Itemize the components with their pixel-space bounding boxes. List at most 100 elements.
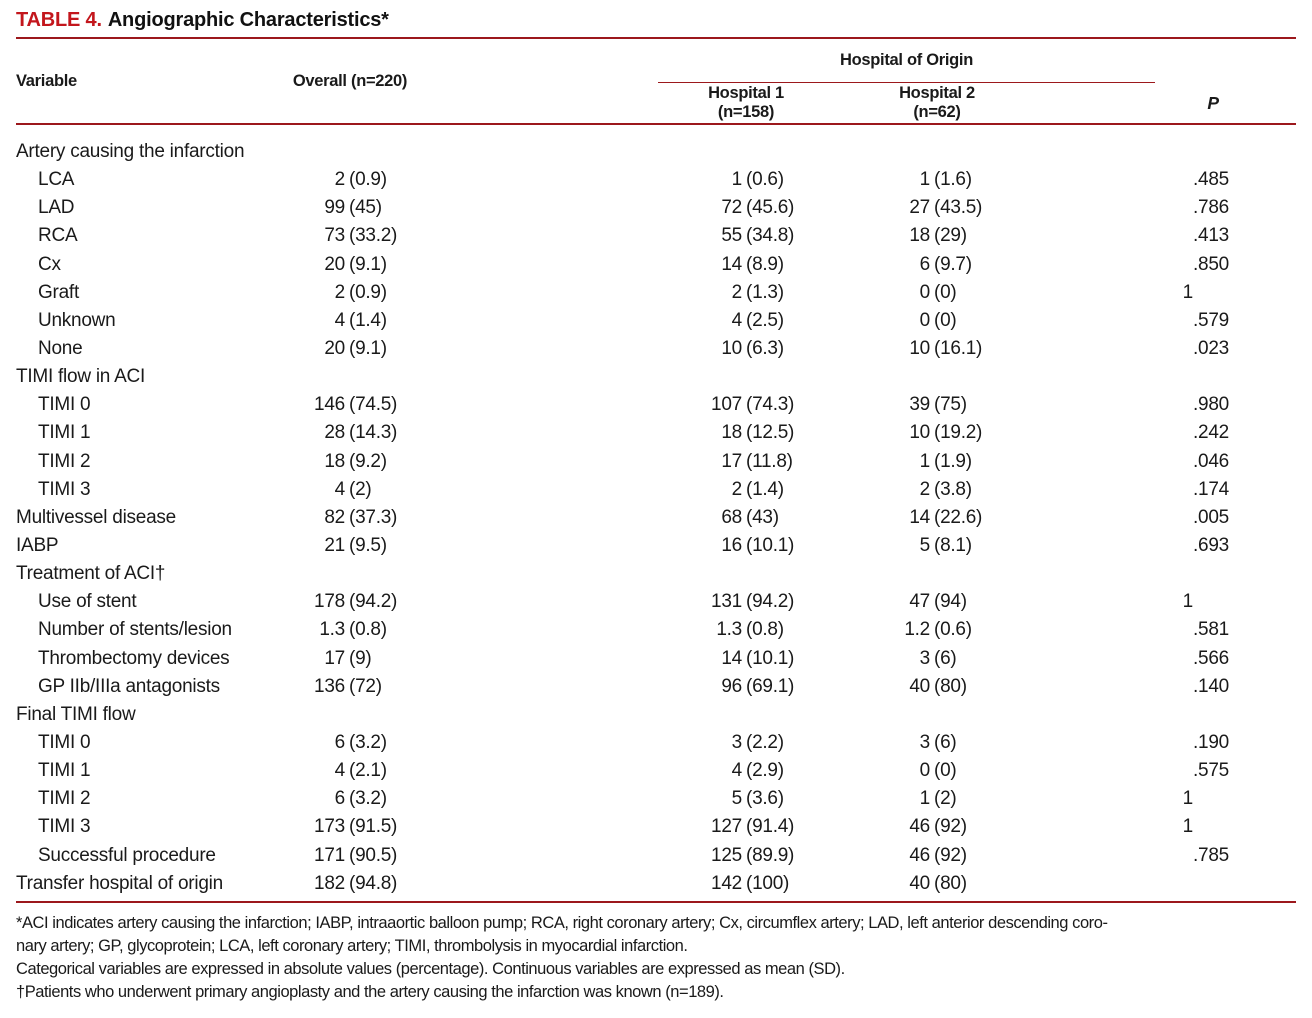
p-integer-part (1153, 451, 1193, 473)
value-percent: (14.3) (349, 422, 398, 444)
p-fraction-part: .005 (1193, 506, 1229, 528)
value-percent: (0.8) (746, 619, 784, 641)
table-row: Thrombectomy devices 17 (9) 14 (10.1) 3 (6)… (16, 645, 1296, 673)
value-count: 55 (721, 225, 742, 247)
cell-p-value: .140 (1153, 676, 1273, 698)
table-caption: TABLE 4. Angiographic Characteristics* (16, 0, 1296, 33)
value-percent: (29) (934, 225, 967, 247)
cell-variable: TIMI 3 (38, 478, 91, 500)
value-percent: (0) (934, 281, 957, 303)
cell-hospital-2: 40 (80) (877, 676, 997, 698)
table-row: Cx 20 (9.1) 14 (8.9) 6 (9.7) .850 (16, 251, 1296, 279)
cell-variable: Cx (38, 253, 61, 275)
cell-variable: None (38, 338, 83, 360)
value-count: 6 (334, 732, 346, 754)
value-percent: (45) (349, 197, 382, 219)
cell-overall: 1.3 (0.8) (290, 619, 410, 641)
table-row: LAD 99 (45) 72 (45.6) 27 (43.5) .786 (16, 194, 1296, 222)
table-row: TIMI 2 6 (3.2) 5 (3.6) 1 (2) 1 (16, 785, 1296, 813)
value-percent: (19.2) (934, 422, 983, 444)
p-integer-part (1153, 254, 1193, 276)
value-count: 4 (731, 760, 743, 782)
col-header-p-value: P (1207, 92, 1219, 113)
value-percent: (0.6) (746, 169, 784, 191)
p-integer-part: 1 (1182, 788, 1194, 810)
value-count: 27 (909, 197, 930, 219)
p-fraction-part: .413 (1193, 225, 1229, 247)
value-count: 4 (334, 309, 346, 331)
cell-variable: Number of stents/lesion (38, 619, 232, 641)
value-count: 182 (314, 872, 345, 894)
value-percent: (0.9) (349, 169, 387, 191)
cell-hospital-1: 10 (6.3) (686, 338, 806, 360)
cell-hospital-2: 6 (9.7) (877, 254, 997, 276)
cell-hospital-2: 46 (92) (877, 845, 997, 867)
value-percent: (3.6) (746, 788, 784, 810)
cell-overall: 4 (1.4) (290, 310, 410, 332)
top-rule (16, 37, 1296, 39)
value-count: 28 (324, 422, 345, 444)
value-percent: (1.4) (349, 309, 387, 331)
cell-variable: TIMI 1 (38, 422, 91, 444)
value-count: 68 (721, 506, 742, 528)
value-count: 40 (909, 675, 930, 697)
cell-hospital-2: 3 (6) (877, 648, 997, 670)
col-header-hospital-1: Hospital 1 (n=158) (708, 84, 784, 121)
value-count: 17 (721, 450, 742, 472)
value-percent: (94.2) (349, 591, 398, 613)
cell-variable: Artery causing the infarction (16, 141, 245, 163)
value-count: 10 (721, 338, 742, 360)
table-row: IABP 21 (9.5) 16 (10.1) 5 (8.1) .693 (16, 532, 1296, 560)
value-count: 173 (314, 816, 345, 838)
cell-variable: Multivessel disease (16, 506, 176, 528)
cell-p-value: 1 (1153, 282, 1273, 304)
value-count: 39 (909, 394, 930, 416)
value-percent: (9) (349, 647, 372, 669)
cell-hospital-1: 16 (10.1) (686, 535, 806, 557)
table-row: Number of stents/lesion 1.3 (0.8) 1.3 (0.8… (16, 616, 1296, 644)
cell-p-value: .242 (1153, 422, 1273, 444)
value-percent: (91.5) (349, 816, 398, 838)
value-count: 2 (731, 478, 743, 500)
value-percent: (1.4) (746, 478, 784, 500)
table-row: TIMI 0 6 (3.2) 3 (2.2) 3 (6) .190 (16, 729, 1296, 757)
p-integer-part (1153, 310, 1193, 332)
value-count: 1 (919, 169, 931, 191)
p-fraction-part: .980 (1193, 394, 1229, 416)
cell-p-value: .190 (1153, 732, 1273, 754)
value-percent: (3.2) (349, 732, 387, 754)
p-integer-part (1153, 479, 1193, 501)
p-fraction-part: .174 (1193, 478, 1229, 500)
value-count: 0 (919, 760, 931, 782)
value-count: 99 (324, 197, 345, 219)
cell-variable: RCA (38, 225, 78, 247)
cell-overall: 146 (74.5) (290, 394, 410, 416)
value-count: 73 (324, 225, 345, 247)
cell-hospital-1: 68 (43) (686, 507, 806, 529)
cell-overall: 173 (91.5) (290, 816, 410, 838)
value-percent: (74.3) (746, 394, 795, 416)
p-fraction-part: .575 (1193, 760, 1229, 782)
cell-overall: 2 (0.9) (290, 282, 410, 304)
value-percent: (2.5) (746, 309, 784, 331)
cell-overall: 178 (94.2) (290, 591, 410, 613)
cell-p-value: .413 (1153, 225, 1273, 247)
cell-hospital-1: 1.3 (0.8) (686, 619, 806, 641)
value-percent: (10.1) (746, 535, 795, 557)
cell-hospital-1: 5 (3.6) (686, 788, 806, 810)
value-percent: (74.5) (349, 394, 398, 416)
value-count: 18 (721, 422, 742, 444)
cell-hospital-2: 46 (92) (877, 816, 997, 838)
value-percent: (10.1) (746, 647, 795, 669)
value-count: 2 (919, 478, 931, 500)
footnote-line: Categorical variables are expressed in a… (16, 960, 845, 979)
value-count: 14 (721, 253, 742, 275)
p-integer-part (1153, 225, 1193, 247)
cell-hospital-1: 2 (1.3) (686, 282, 806, 304)
cell-hospital-1: 2 (1.4) (686, 479, 806, 501)
p-fraction-part: .566 (1193, 647, 1229, 669)
value-count: 21 (324, 535, 345, 557)
cell-variable: LCA (38, 169, 75, 191)
cell-hospital-1: 14 (10.1) (686, 648, 806, 670)
cell-overall: 4 (2) (290, 479, 410, 501)
